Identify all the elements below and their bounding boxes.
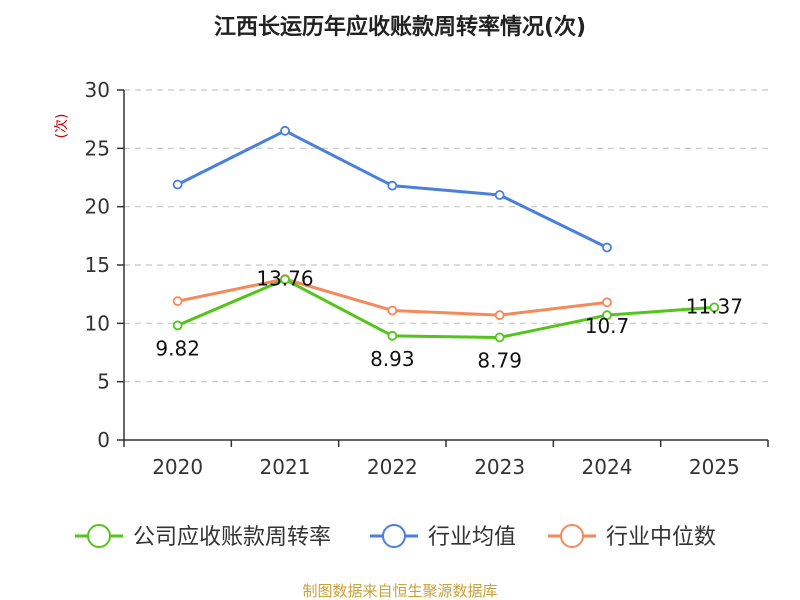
data-label: 8.79: [477, 348, 522, 372]
legend: 公司应收账款周转率 行业均值 行业中位数: [75, 524, 716, 550]
data-point: [494, 310, 505, 321]
data-point: [602, 242, 612, 253]
y-tick-label: 5: [97, 370, 110, 394]
series-0: [172, 274, 720, 343]
data-point: [172, 296, 183, 307]
x-tick-label: 2022: [367, 455, 418, 479]
chart-title: 江西长运历年应收账款周转率情况(次): [214, 14, 586, 40]
data-point: [387, 305, 398, 316]
source-note: 制图数据来自恒生聚源数据库: [302, 582, 497, 600]
x-tick-label: 2023: [474, 455, 525, 479]
data-point: [709, 302, 720, 313]
data-point: [172, 179, 183, 190]
y-tick-label: 30: [85, 78, 110, 102]
y-tick-label: 15: [85, 253, 110, 277]
legend-label: 行业中位数: [606, 525, 716, 550]
legend-swatch-marker: [560, 524, 584, 548]
series-2: [172, 274, 612, 321]
y-axis-label: (次): [54, 114, 70, 139]
data-label: 9.82: [155, 336, 200, 360]
grid: [124, 89, 768, 383]
x-tick-label: 2020: [152, 455, 203, 479]
legend-item: 行业中位数: [548, 524, 716, 550]
legend-item: 公司应收账款周转率: [75, 524, 331, 550]
x-tick-label: 2021: [260, 455, 311, 479]
series-1: [172, 125, 612, 253]
y-tick-label: 20: [85, 195, 110, 219]
data-point: [387, 330, 398, 341]
legend-label: 公司应收账款周转率: [133, 525, 331, 550]
data-point: [280, 125, 290, 136]
series-line: [177, 277, 715, 339]
data-point: [172, 320, 183, 331]
data-point: [602, 297, 612, 308]
data-label: 13.76: [256, 266, 313, 290]
y-tick-label: 25: [85, 136, 110, 160]
data-point: [602, 310, 612, 321]
data-labels: 9.82 13.76 8.93 8.79 10.7 11.37: [155, 266, 743, 372]
legend-item: 行业均值: [370, 524, 516, 550]
data-point: [494, 190, 505, 200]
data-label: 10.7: [585, 314, 630, 338]
series-layer: [172, 125, 720, 343]
data-point: [387, 180, 398, 191]
legend-label: 行业均值: [428, 525, 516, 550]
data-label: 11.37: [686, 294, 743, 318]
x-tick-label: 2025: [689, 455, 740, 479]
legend-swatch-marker: [87, 524, 111, 548]
data-label: 8.93: [370, 347, 415, 371]
data-point: [494, 332, 505, 343]
data-point: [280, 274, 290, 285]
x-tick-label: 2024: [582, 455, 633, 479]
legend-swatch-marker: [382, 524, 406, 548]
y-tick-label: 0: [97, 428, 110, 452]
y-tick-label: 10: [85, 311, 110, 335]
